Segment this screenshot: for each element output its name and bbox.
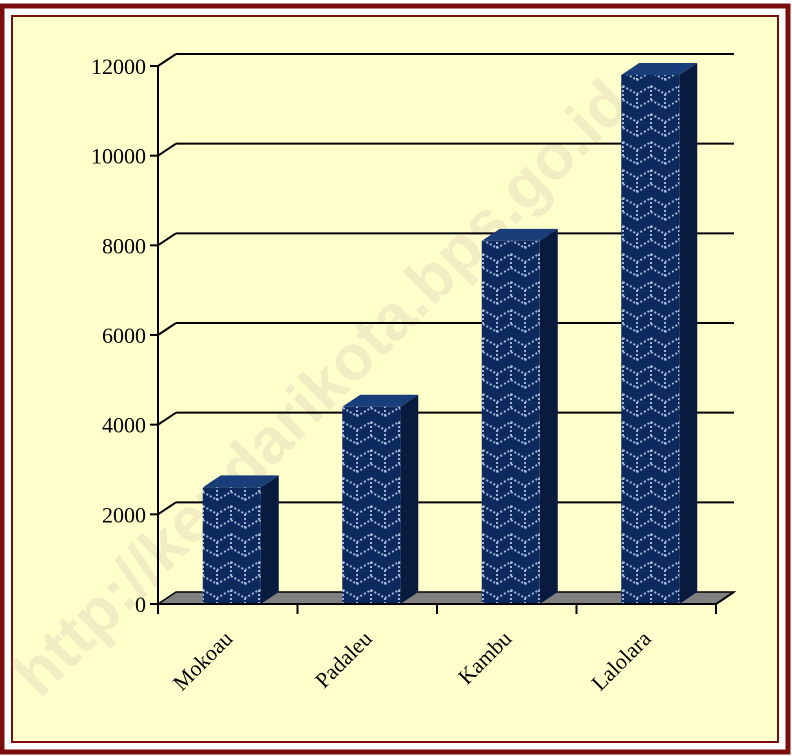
bar-top [342,394,419,407]
y-tick-label: 10000 [91,144,146,169]
bar-side [260,475,279,604]
bars [202,62,698,604]
bar-front [342,406,401,604]
gridline-diag [157,53,177,67]
y-tick-label: 8000 [102,233,146,258]
bar-side [679,62,698,604]
bar-top [202,475,279,488]
gridline-diag [157,232,177,247]
gridline-diag [157,411,177,426]
bar-front [481,240,540,604]
y-tick-label: 2000 [102,502,146,527]
y-tick-label: 6000 [102,323,146,348]
bar-side [539,228,558,604]
bar-front [202,487,261,604]
y-tick-label: 12000 [91,54,146,79]
gridline-diag [157,322,177,336]
y-tick-label: 4000 [102,413,146,438]
bar-top [621,62,698,75]
axes [150,65,735,614]
bar-padaleu [342,394,419,604]
gridline-diag [157,142,177,157]
x-axis-end [715,591,735,605]
bar-side [400,394,419,604]
bar-front [621,74,680,604]
bar-mokoau [202,475,279,604]
inner-border [11,15,779,743]
bar-lalolara [621,62,698,604]
y-tick-labels: 0 2000 4000 6000 8000 10000 12000 [91,54,146,617]
gridline-diag [157,501,177,516]
bar-top [481,228,558,241]
y-tick-label: 0 [135,592,146,617]
bar-kambu [481,228,558,604]
outer-border [0,3,791,755]
